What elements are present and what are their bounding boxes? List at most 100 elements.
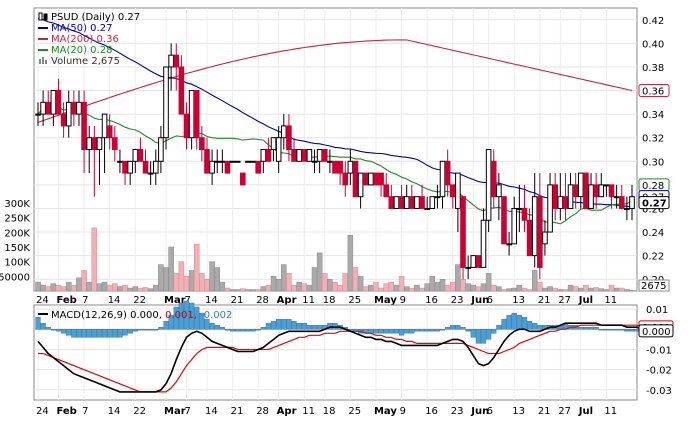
x-tick-label: 14 — [205, 295, 218, 306]
candle-body — [424, 207, 430, 210]
candle — [409, 184, 415, 209]
x-tick-label: 24 — [36, 406, 49, 417]
x-tick-label: 18 — [323, 295, 336, 306]
macd-hist-bar — [368, 329, 374, 334]
candle-body — [342, 172, 349, 186]
candle-body — [337, 160, 343, 174]
macd-hist-bar — [429, 329, 435, 332]
macd-hist-bar — [311, 325, 318, 330]
volume-bar — [588, 287, 594, 292]
candle-body — [388, 196, 395, 209]
volume-bar — [214, 267, 220, 292]
macd-hist-bar — [521, 316, 528, 330]
candle — [45, 90, 52, 115]
x-tick-label: Feb — [56, 295, 76, 306]
candle-body — [485, 149, 492, 221]
macd-hist-bar — [445, 327, 451, 330]
x-tick-label: 25 — [348, 406, 361, 417]
volume-bar — [378, 287, 384, 292]
volume-bar — [96, 283, 103, 292]
candle — [368, 172, 374, 186]
candle-body — [562, 196, 569, 209]
macd-hist-bar — [501, 318, 507, 330]
volume-bar — [40, 284, 46, 292]
candle-body — [321, 149, 328, 162]
volume-bar — [35, 281, 41, 292]
legend-label: MA(200) 0.36 — [51, 34, 119, 45]
x-tick-label: 9 — [400, 406, 406, 417]
macd-hist-bar — [270, 320, 277, 330]
volume-bar — [485, 273, 492, 292]
x-tick-label: 14 — [108, 295, 121, 306]
candle — [531, 173, 538, 268]
candle-body — [629, 196, 635, 209]
candle — [383, 173, 390, 198]
candle-body — [296, 149, 302, 162]
macd-hist-bar — [465, 329, 471, 332]
candle — [321, 149, 328, 162]
candle — [296, 149, 302, 162]
x-tick-label: 7 — [82, 406, 88, 417]
volume-bar — [91, 227, 98, 292]
candle-body — [91, 137, 98, 150]
macd-hist-bar — [619, 329, 625, 331]
volume-bar — [603, 289, 610, 292]
macd-hist-bar — [50, 329, 56, 331]
candle — [255, 160, 261, 174]
candle-body — [383, 184, 390, 198]
macd-hist-bar — [516, 314, 522, 330]
volume-bar — [122, 284, 128, 292]
macd-hist-bar — [383, 329, 389, 334]
macd-hist-bar — [173, 306, 179, 330]
ma50-line — [37, 18, 633, 208]
macd-hist-bar — [506, 314, 512, 330]
candle — [199, 125, 205, 162]
macd-hist-bar — [86, 329, 92, 338]
macd-hist-bar — [122, 329, 128, 336]
volume-bar — [598, 288, 605, 292]
volume-bar — [260, 286, 267, 292]
candle — [388, 184, 395, 209]
volume-bar — [444, 284, 451, 292]
candle-body — [219, 160, 226, 163]
volume-tick-label: 250K — [4, 214, 30, 225]
volume-bar — [86, 281, 92, 292]
macd-hist-bar — [71, 329, 77, 338]
candle-body — [142, 160, 149, 174]
candle-body — [449, 184, 456, 198]
volume-bar — [153, 284, 159, 292]
candle-body — [496, 184, 502, 198]
volume-bar — [163, 267, 169, 292]
volume-bar — [265, 284, 272, 292]
x-tick-label: 27 — [558, 295, 571, 306]
macd-hist-bar — [608, 329, 615, 331]
candle-body — [598, 184, 605, 198]
volume-bar — [414, 284, 420, 292]
macd-hist-bar — [532, 322, 538, 330]
macd-hist-bar — [286, 318, 292, 330]
candle — [547, 173, 553, 233]
x-tick-label: Feb — [56, 406, 76, 417]
x-tick-label: 21 — [538, 295, 551, 306]
macd-hist-bar — [91, 329, 97, 338]
volume-bar — [455, 264, 461, 292]
volume-bar — [275, 279, 282, 292]
candle — [526, 208, 533, 257]
volume-bar — [106, 284, 113, 292]
volume-bar — [183, 276, 190, 292]
volume-bar — [552, 287, 558, 292]
macd-hist-bar — [450, 325, 456, 330]
candle — [613, 184, 620, 209]
macd-tick-label: 0.01 — [646, 305, 668, 316]
candle — [624, 196, 630, 221]
volume-bar — [250, 289, 256, 292]
volume-bar — [439, 279, 446, 292]
macd-hist-bar — [194, 306, 200, 330]
candle-body — [280, 125, 287, 139]
candle-body — [127, 160, 133, 174]
candle-body — [234, 160, 241, 163]
volume-bar — [117, 286, 123, 292]
candle — [50, 90, 57, 126]
x-tick-label: 7 — [82, 295, 88, 306]
